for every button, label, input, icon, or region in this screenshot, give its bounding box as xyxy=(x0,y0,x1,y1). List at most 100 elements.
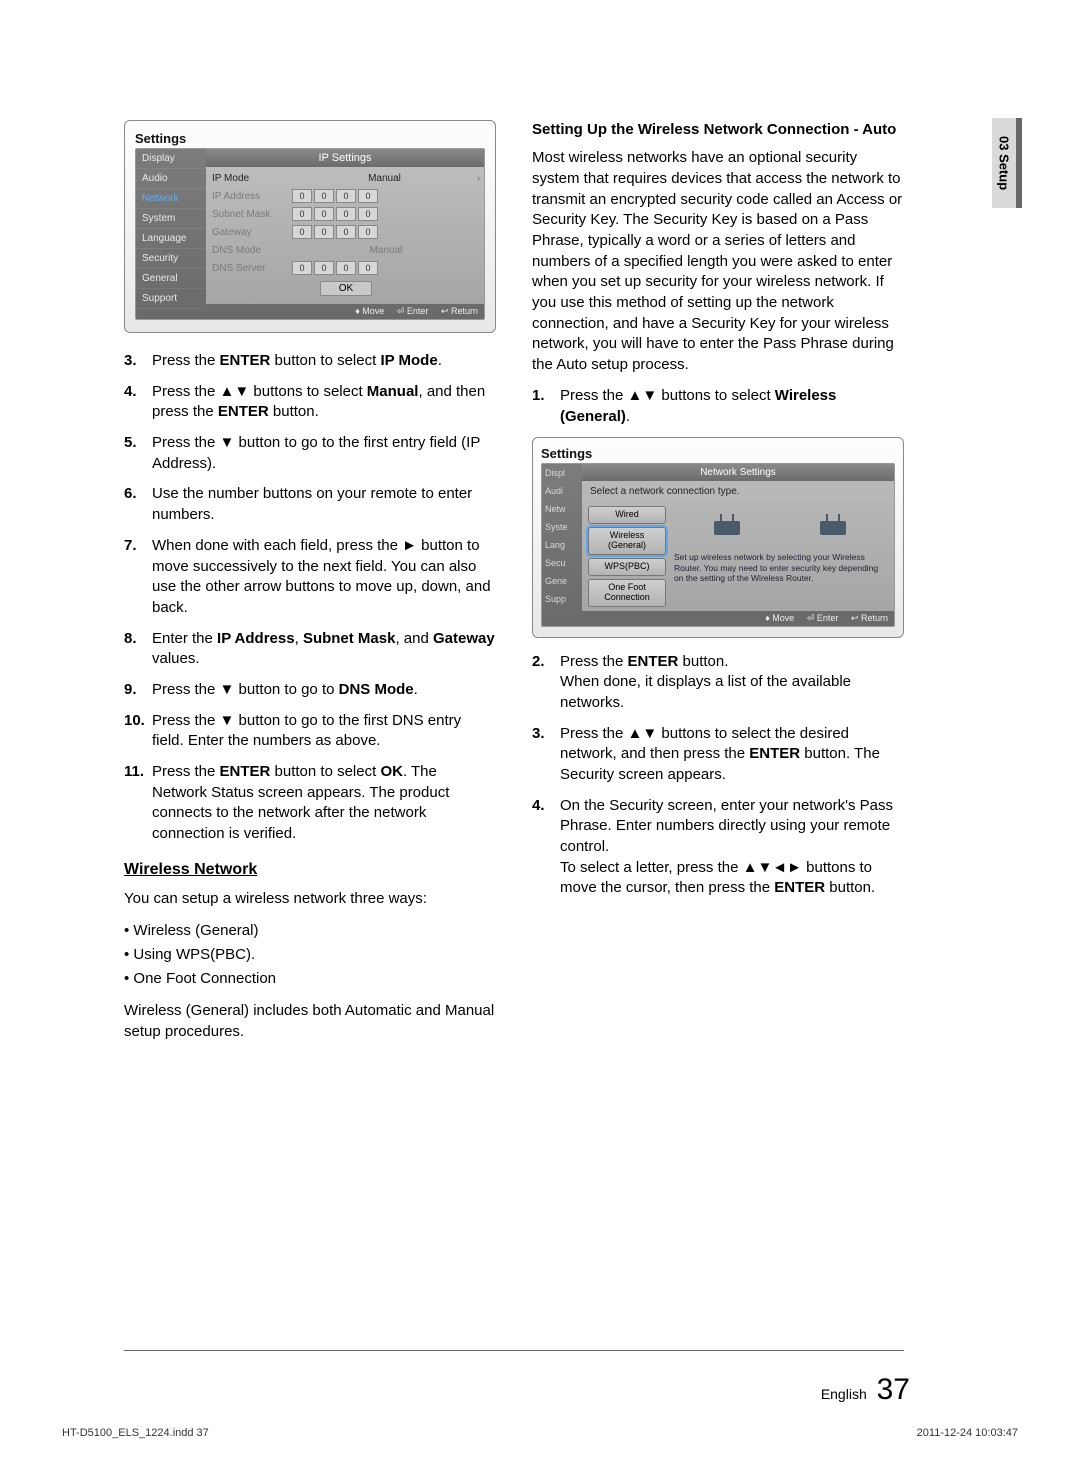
nav-item: Audi xyxy=(542,482,582,500)
gateway-label: Gateway xyxy=(212,227,292,238)
step-text: Press the ENTER button.When done, it dis… xyxy=(560,652,904,714)
nav-item-audio[interactable]: Audio xyxy=(136,169,206,189)
step-text: When done with each field, press the ► b… xyxy=(152,536,496,619)
step-number: 4. xyxy=(124,382,152,423)
dns-mode-label: DNS Mode xyxy=(212,245,292,256)
nav-item: Supp xyxy=(542,590,582,608)
step-text: Press the ▲▼ buttons to select the desir… xyxy=(560,724,904,786)
step-text: Press the ▼ button to go to the first DN… xyxy=(152,711,496,752)
settings2-footer: ♦ Move ⏎ Enter ↩ Return xyxy=(582,611,894,626)
page-content: Settings DisplayAudioNetworkSystemLangua… xyxy=(124,120,904,1350)
step-number: 4. xyxy=(532,796,560,899)
nav-item: Gene xyxy=(542,572,582,590)
list-item: 6.Use the number buttons on your remote … xyxy=(124,484,496,525)
ok-button[interactable]: OK xyxy=(320,281,372,296)
step-number: 2. xyxy=(532,652,560,714)
step-number: 9. xyxy=(124,680,152,701)
subnet-cells[interactable]: 0 0 0 0 xyxy=(292,207,378,221)
connection-type-option[interactable]: Wireless (General) xyxy=(588,527,666,555)
ip-settings-content: IP Mode Manual › IP Address 0 0 0 xyxy=(206,167,484,304)
nav-item: Syste xyxy=(542,518,582,536)
step-text: Press the ENTER button to select OK. The… xyxy=(152,762,496,845)
wireless-intro: You can setup a wireless network three w… xyxy=(124,889,496,910)
step-number: 5. xyxy=(124,433,152,474)
step-number: 1. xyxy=(532,386,560,427)
ip-address-cells[interactable]: 0 0 0 0 xyxy=(292,189,378,203)
list-item: Wireless (General) xyxy=(124,919,496,943)
step-text: On the Security screen, enter your netwo… xyxy=(560,796,904,899)
wireless-bullets: Wireless (General)Using WPS(PBC).One Foo… xyxy=(124,919,496,991)
connection-type-option[interactable]: One Foot Connection xyxy=(588,579,666,607)
settings-footer: ♦ Move ⏎ Enter ↩ Return xyxy=(206,304,484,319)
right-steps-list: 2.Press the ENTER button.When done, it d… xyxy=(532,652,904,900)
list-item: 3.Press the ▲▼ buttons to select the des… xyxy=(532,724,904,786)
side-tab-label: 03 Setup xyxy=(997,136,1012,190)
ip-settings-header: IP Settings xyxy=(206,149,484,167)
wireless-network-heading: Wireless Network xyxy=(124,861,496,879)
page-lang: English xyxy=(821,1386,867,1402)
step-text: Press the ENTER button to select IP Mode… xyxy=(152,351,496,372)
router-diagram xyxy=(674,508,886,548)
enter-icon: ⏎ xyxy=(807,613,815,623)
page-number: English 37 xyxy=(821,1373,910,1407)
settings-title: Settings xyxy=(135,131,485,146)
connection-type-list: Wired Wireless (General) WPS(PBC) One Foot … xyxy=(582,502,670,610)
list-item: 10.Press the ▼ button to go to the first… xyxy=(124,711,496,752)
nav-item-language[interactable]: Language xyxy=(136,229,206,249)
router-icon xyxy=(714,521,740,535)
connection-preview: Set up wireless network by selecting you… xyxy=(670,502,894,610)
settings2-title: Settings xyxy=(541,446,895,461)
step-text: Use the number buttons on your remote to… xyxy=(152,484,496,525)
step-text: Press the ▼ button to go to the first en… xyxy=(152,433,496,474)
enter-icon: ⏎ xyxy=(397,306,405,316)
settings-nav: DisplayAudioNetworkSystemLanguageSecurit… xyxy=(136,149,206,319)
print-timestamp: 2011-12-24 10:03:47 xyxy=(917,1427,1018,1439)
nav-item-security[interactable]: Security xyxy=(136,249,206,269)
nav-item: Displ xyxy=(542,464,582,482)
dns-server-label: DNS Server xyxy=(212,263,292,274)
step-number: 7. xyxy=(124,536,152,619)
nav-item-system[interactable]: System xyxy=(136,209,206,229)
connection-type-option[interactable]: Wired xyxy=(588,506,666,524)
nav-item-support[interactable]: Support xyxy=(136,289,206,309)
ip-mode-value[interactable]: Manual xyxy=(292,173,477,184)
ip-address-label: IP Address xyxy=(212,191,292,202)
wireless-auto-heading: Setting Up the Wireless Network Connecti… xyxy=(532,120,904,140)
step-number: 11. xyxy=(124,762,152,845)
subnet-label: Subnet Mask xyxy=(212,209,292,220)
left-steps-list: 3.Press the ENTER button to select IP Mo… xyxy=(124,351,496,845)
wireless-note: Wireless (General) includes both Automat… xyxy=(124,1001,496,1042)
page-num: 37 xyxy=(877,1373,910,1406)
step-number: 8. xyxy=(124,629,152,670)
ip-mode-label: IP Mode xyxy=(212,173,292,184)
list-item: 5.Press the ▼ button to go to the first … xyxy=(124,433,496,474)
move-icon: ♦ xyxy=(765,613,770,623)
select-connection-label: Select a network connection type. xyxy=(582,481,894,502)
chevron-right-icon: › xyxy=(477,173,480,183)
nav-item-general[interactable]: General xyxy=(136,269,206,289)
list-item: One Foot Connection xyxy=(124,967,496,991)
dns-mode-value: Manual xyxy=(292,245,480,256)
step-number: 3. xyxy=(124,351,152,372)
return-icon: ↩ xyxy=(441,306,449,316)
print-footer: HT-D5100_ELS_1224.indd 37 2011-12-24 10:… xyxy=(62,1427,1018,1439)
return-icon: ↩ xyxy=(851,613,859,623)
step-number: 10. xyxy=(124,711,152,752)
side-tab: 03 Setup xyxy=(992,118,1022,208)
nav-item-display[interactable]: Display xyxy=(136,149,206,169)
nav-item: Secu xyxy=(542,554,582,572)
list-item: 8.Enter the IP Address, Subnet Mask, and… xyxy=(124,629,496,670)
list-item: 4.Press the ▲▼ buttons to select Manual,… xyxy=(124,382,496,423)
network-settings-header: Network Settings xyxy=(582,464,894,481)
right-step1-list: 1. Press the ▲▼ buttons to select Wirele… xyxy=(532,386,904,427)
step-text: Press the ▼ button to go to DNS Mode. xyxy=(152,680,496,701)
connection-type-option[interactable]: WPS(PBC) xyxy=(588,558,666,576)
list-item: 7.When done with each field, press the ►… xyxy=(124,536,496,619)
router-icon xyxy=(820,521,846,535)
gateway-cells[interactable]: 0 0 0 0 xyxy=(292,225,378,239)
network-settings-screenshot: Settings DisplAudiNetwSysteLangSecuGeneS… xyxy=(532,437,904,637)
connection-description: Set up wireless network by selecting you… xyxy=(674,552,886,584)
nav-item-network[interactable]: Network xyxy=(136,189,206,209)
dns-server-cells[interactable]: 0 0 0 0 xyxy=(292,261,378,275)
right-column: Setting Up the Wireless Network Connecti… xyxy=(532,120,904,1053)
